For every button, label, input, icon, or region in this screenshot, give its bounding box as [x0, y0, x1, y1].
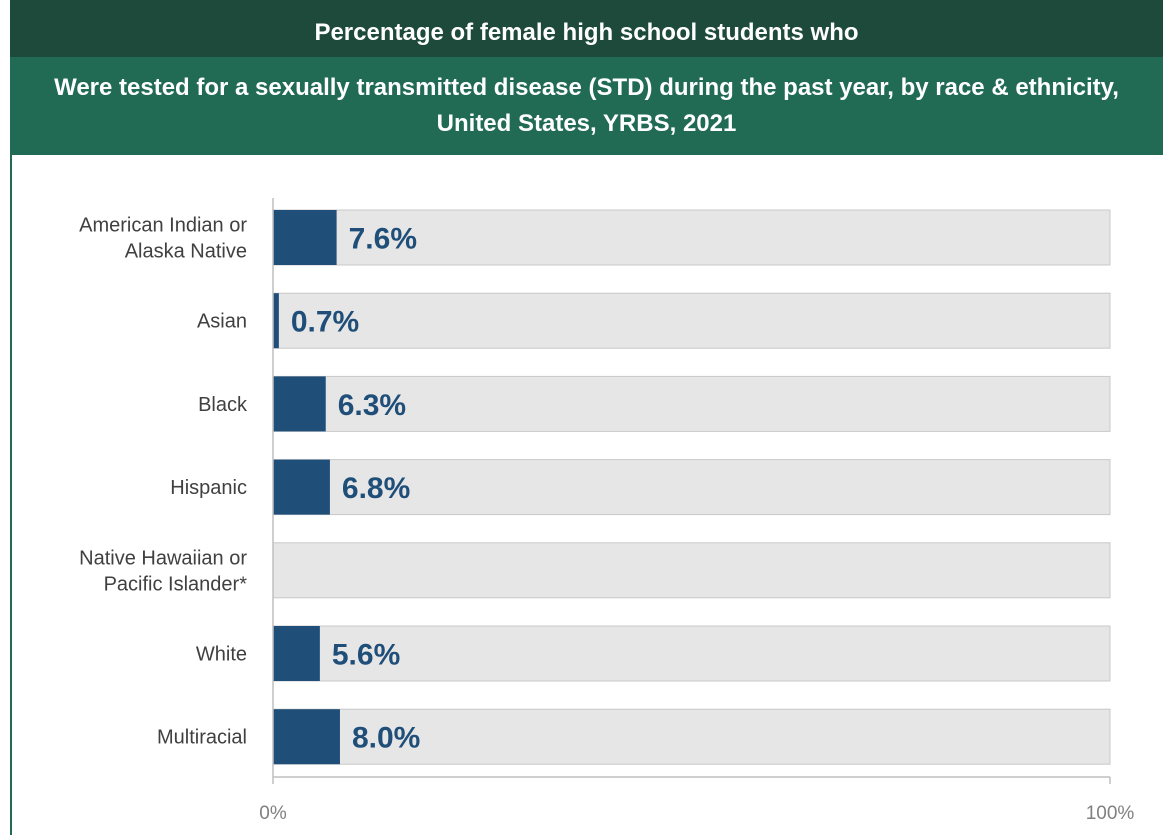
left-border-rule	[10, 155, 12, 835]
category-label: Pacific Islander*	[104, 573, 248, 595]
bar-track	[272, 292, 1111, 349]
data-label: 6.8%	[342, 472, 410, 505]
bar-track	[272, 542, 1111, 599]
data-label: 6.3%	[338, 389, 406, 422]
bar	[273, 709, 340, 765]
bar	[273, 210, 337, 265]
category-label: Native Hawaiian or	[79, 547, 247, 569]
category-label: Alaska Native	[125, 241, 247, 263]
bars-layer: 7.6% American Indian or Alaska Native 0.7% A…	[79, 209, 1111, 765]
bar	[273, 459, 330, 515]
category-label: White	[196, 644, 247, 666]
category-label: Black	[198, 394, 248, 416]
bar-track	[272, 209, 1111, 266]
x-axis: 0% 100%	[259, 198, 1134, 824]
bar	[273, 293, 279, 349]
chart-title-text: Percentage of female high school student…	[314, 19, 859, 46]
category-label: Asian	[197, 311, 247, 333]
bar	[273, 626, 320, 681]
data-label: 8.0%	[352, 722, 420, 755]
category-label: Multiracial	[157, 727, 247, 749]
category-label: American Indian or	[79, 215, 247, 237]
bar-track	[272, 625, 1111, 682]
data-label: 5.6%	[332, 639, 400, 672]
data-label: 7.6%	[349, 223, 417, 256]
chart-subtitle-text: Were tested for a sexually transmitted d…	[54, 74, 1119, 137]
chart-title: Percentage of female high school student…	[10, 0, 1163, 66]
bar	[273, 376, 326, 432]
bar-track	[272, 708, 1111, 765]
chart-subtitle: Were tested for a sexually transmitted d…	[10, 57, 1163, 155]
bar-track	[272, 459, 1111, 516]
x-tick-label: 100%	[1086, 803, 1135, 824]
data-label: 0.7%	[291, 306, 359, 339]
x-tick-label: 0%	[259, 803, 287, 824]
category-label: Hispanic	[170, 477, 247, 499]
